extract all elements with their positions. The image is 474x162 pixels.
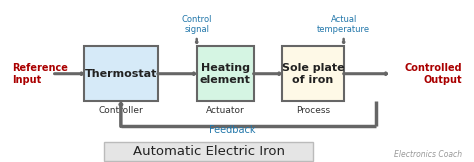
Text: Actuator: Actuator [206,106,245,115]
FancyBboxPatch shape [104,142,313,161]
Text: Controlled
Output: Controlled Output [404,63,462,85]
FancyBboxPatch shape [197,46,254,101]
Text: Automatic Electric Iron: Automatic Electric Iron [133,145,284,158]
Text: Heating
element: Heating element [200,63,251,85]
Text: Reference
Input: Reference Input [12,63,68,85]
Text: Actual
temperature: Actual temperature [317,15,370,34]
Text: Process: Process [296,106,330,115]
Text: Sole plate
of iron: Sole plate of iron [282,63,344,85]
Text: Thermostat: Thermostat [85,69,157,79]
Text: Feedback: Feedback [209,125,255,135]
FancyBboxPatch shape [282,46,344,101]
Text: Control
signal: Control signal [182,15,212,34]
Text: Controller: Controller [99,106,143,115]
Text: Electronics Coach: Electronics Coach [394,150,462,159]
FancyBboxPatch shape [84,46,157,101]
